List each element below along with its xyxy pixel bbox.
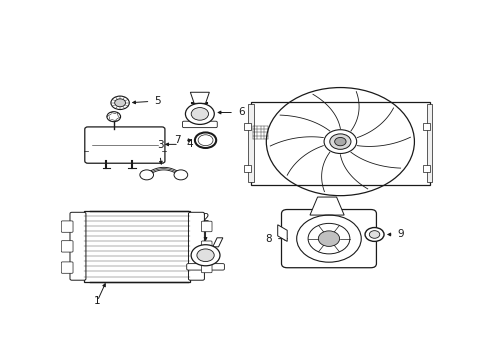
Polygon shape	[213, 238, 223, 247]
Text: 10: 10	[334, 240, 347, 250]
Circle shape	[191, 245, 220, 266]
Bar	[423, 165, 430, 172]
Bar	[84, 211, 190, 282]
Circle shape	[365, 228, 384, 242]
FancyBboxPatch shape	[281, 210, 376, 268]
Bar	[423, 123, 430, 130]
Text: 4: 4	[187, 139, 193, 149]
Circle shape	[111, 96, 129, 109]
Circle shape	[107, 112, 121, 122]
Circle shape	[330, 134, 351, 149]
Text: 9: 9	[397, 229, 404, 239]
FancyBboxPatch shape	[61, 221, 73, 232]
FancyBboxPatch shape	[61, 241, 73, 252]
FancyBboxPatch shape	[61, 262, 73, 273]
Text: 6: 6	[238, 108, 245, 117]
Circle shape	[191, 108, 209, 120]
Text: 7: 7	[174, 135, 181, 145]
Text: 1: 1	[94, 296, 100, 306]
Text: 8: 8	[266, 234, 272, 244]
Bar	[251, 102, 430, 185]
Circle shape	[318, 231, 340, 246]
Circle shape	[140, 170, 153, 180]
Text: 3: 3	[157, 140, 163, 150]
Bar	[245, 165, 251, 172]
Circle shape	[197, 249, 214, 262]
Bar	[427, 104, 433, 182]
Text: 5: 5	[154, 96, 161, 107]
Circle shape	[185, 103, 214, 125]
Polygon shape	[278, 225, 287, 242]
FancyBboxPatch shape	[201, 241, 212, 252]
Circle shape	[174, 170, 188, 180]
Circle shape	[324, 130, 357, 153]
FancyBboxPatch shape	[187, 264, 224, 270]
Circle shape	[369, 231, 380, 238]
FancyBboxPatch shape	[201, 262, 212, 273]
FancyBboxPatch shape	[70, 212, 86, 280]
Bar	[248, 104, 254, 182]
Circle shape	[335, 138, 346, 146]
FancyBboxPatch shape	[201, 221, 212, 232]
FancyBboxPatch shape	[189, 212, 204, 280]
Circle shape	[198, 135, 213, 146]
Polygon shape	[310, 197, 344, 215]
Bar	[245, 123, 251, 130]
FancyBboxPatch shape	[85, 127, 165, 163]
Text: 2: 2	[202, 213, 209, 223]
Circle shape	[115, 99, 125, 107]
FancyBboxPatch shape	[182, 121, 217, 128]
Polygon shape	[190, 92, 209, 103]
